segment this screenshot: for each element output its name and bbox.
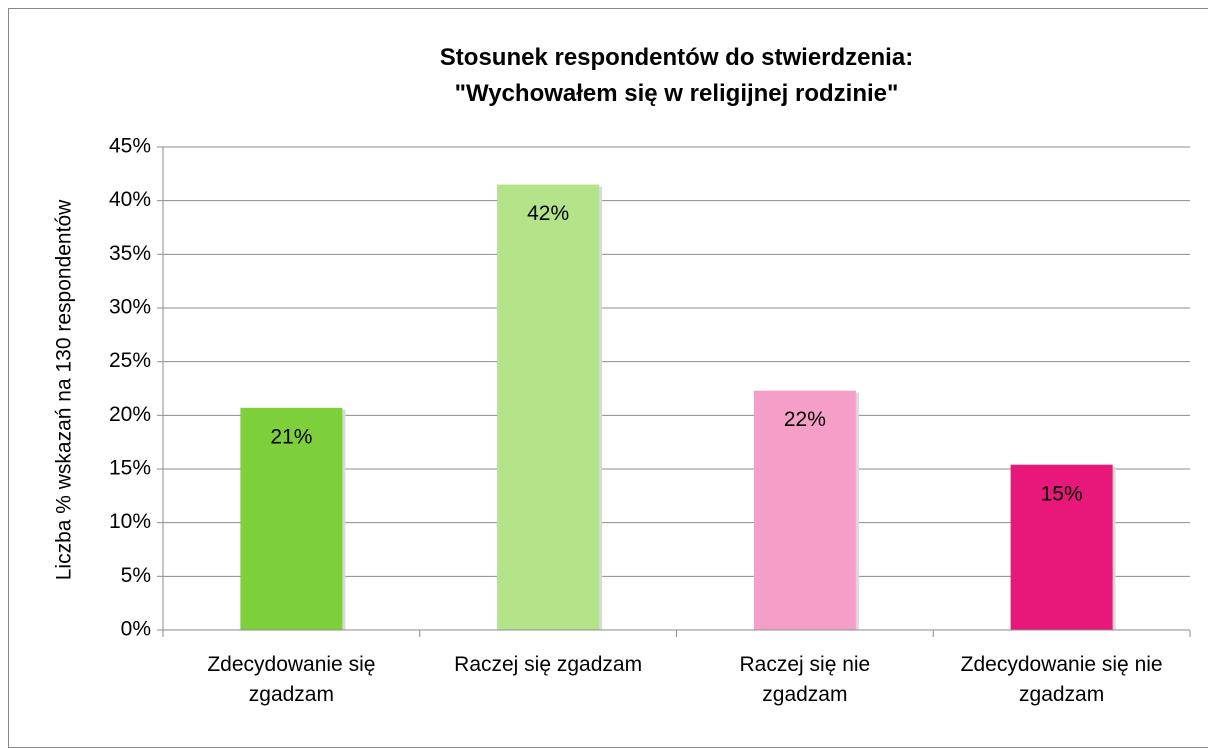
chart: Stosunek respondentów do stwierdzenia: "… — [8, 8, 1208, 748]
y-tick-label: 40% — [109, 188, 151, 211]
y-tick-label: 25% — [109, 349, 151, 372]
x-tick-label: Zdecydowanie się zgadzam — [207, 653, 376, 706]
y-tick-label: 30% — [109, 296, 151, 319]
bar — [240, 407, 343, 630]
data-label: 22% — [784, 408, 826, 431]
x-tick-label: Raczej się zgadzam — [454, 653, 643, 676]
y-tick-label: 10% — [109, 510, 151, 533]
y-tick-label: 5% — [121, 564, 151, 587]
data-label: 42% — [527, 202, 569, 225]
bar — [1010, 464, 1113, 630]
y-axis-label: Liczba % wskazań na 130 respondentów — [53, 199, 76, 580]
data-label: 15% — [1041, 482, 1083, 505]
y-tick-label: 35% — [109, 242, 151, 265]
x-tick-label: Raczej się nie zgadzam — [739, 653, 871, 706]
plot: Liczba % wskazań na 130 respondentów 0% 5… — [53, 135, 1191, 641]
chart-title: Stosunek respondentów do stwierdzenia: "… — [439, 44, 914, 107]
bar — [753, 390, 856, 630]
x-tick-label: Zdecydowanie się nie zgadzam — [960, 653, 1163, 706]
y-tick-label: 45% — [109, 135, 151, 158]
y-tick-label: 0% — [121, 618, 151, 641]
data-label: 21% — [270, 425, 312, 448]
bar — [497, 184, 600, 631]
y-tick-label: 20% — [109, 403, 151, 426]
y-tick-label: 15% — [109, 457, 151, 480]
